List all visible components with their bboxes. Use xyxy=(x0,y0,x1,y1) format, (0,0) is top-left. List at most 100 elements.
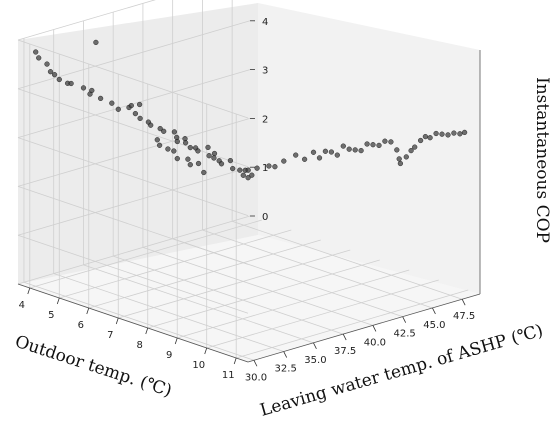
y-tick-label: 30.0 xyxy=(245,372,267,383)
data-point xyxy=(148,122,154,128)
data-point xyxy=(157,142,163,148)
data-point xyxy=(422,134,429,140)
data-point xyxy=(302,156,308,162)
data-point xyxy=(394,147,400,153)
x-tick-mark xyxy=(204,347,208,355)
data-point xyxy=(316,155,323,161)
data-point xyxy=(128,102,134,109)
back-pane xyxy=(258,3,480,294)
data-point xyxy=(171,129,178,135)
x-tick-label: 11 xyxy=(222,370,235,381)
data-point xyxy=(322,148,329,154)
data-point xyxy=(352,147,358,153)
data-point xyxy=(183,140,189,146)
floor-gridline-x xyxy=(29,219,262,289)
data-point xyxy=(137,115,143,122)
data-point xyxy=(376,142,382,149)
floor-gridline-y xyxy=(83,264,314,344)
back-gridline-z xyxy=(17,69,251,138)
z-tick-label: 4 xyxy=(262,17,268,28)
data-point xyxy=(457,131,463,137)
data-point xyxy=(358,148,364,154)
x-tick-label: 8 xyxy=(137,340,143,351)
x-axis-label: Outdoor temp. (℃) xyxy=(12,332,174,402)
back-gridline-z xyxy=(17,215,251,285)
data-point xyxy=(185,156,191,162)
point-group xyxy=(33,39,468,181)
data-point xyxy=(68,80,74,87)
data-point xyxy=(439,131,445,137)
data-point xyxy=(80,85,87,91)
x-tick-mark xyxy=(56,297,60,305)
data-point xyxy=(230,166,236,172)
data-point xyxy=(433,130,439,137)
data-point xyxy=(254,165,260,171)
floor-gridline-x xyxy=(59,229,292,299)
back-gridline-z xyxy=(17,0,156,41)
x-tick-label: 4 xyxy=(19,300,25,311)
y-tick-mark xyxy=(432,307,436,315)
data-point xyxy=(132,110,139,117)
axis-edges xyxy=(17,50,481,363)
floor-gridline-x xyxy=(118,249,351,319)
z-tick-label: 1 xyxy=(262,163,268,174)
z-tick-label: 3 xyxy=(262,66,268,77)
data-point xyxy=(227,158,234,164)
data-point xyxy=(237,167,243,173)
grid-lines xyxy=(17,0,469,363)
data-point xyxy=(418,137,424,144)
floor-gridline-y xyxy=(202,229,433,309)
floor-gridline-x xyxy=(147,259,380,329)
x-tick-mark xyxy=(145,327,149,335)
data-point xyxy=(245,167,251,173)
left-gridline-z xyxy=(17,186,249,265)
pane-group xyxy=(18,3,480,362)
data-point xyxy=(427,135,433,141)
left-pane xyxy=(18,3,258,284)
data-point xyxy=(403,154,409,160)
data-point xyxy=(51,72,58,78)
data-point xyxy=(293,152,299,158)
y-tick-mark xyxy=(461,299,466,306)
data-point xyxy=(36,55,42,61)
data-point xyxy=(334,152,340,158)
floor-gridline-y xyxy=(53,273,284,352)
data-point xyxy=(310,149,317,155)
data-point xyxy=(89,87,95,94)
data-point xyxy=(195,148,201,154)
x-tick-label: 5 xyxy=(48,310,54,321)
data-point xyxy=(240,172,246,178)
floor-gridline-x xyxy=(206,279,439,349)
data-point xyxy=(218,161,225,167)
data-point xyxy=(115,106,121,112)
back-gridline-z xyxy=(17,20,251,90)
data-point xyxy=(462,129,468,136)
back-gridline-z xyxy=(17,118,251,187)
z-tick-label: 0 xyxy=(262,212,268,223)
data-point xyxy=(281,158,287,164)
data-point xyxy=(174,156,180,162)
y-tick-mark xyxy=(253,360,258,367)
y-tick-label: 45.0 xyxy=(423,320,445,331)
data-point xyxy=(33,49,39,55)
x-tick-mark xyxy=(86,307,90,315)
left-gridline-z xyxy=(17,234,249,314)
x-tick-mark xyxy=(115,317,119,325)
y-tick-mark xyxy=(402,316,407,323)
x-tick-label: 10 xyxy=(192,360,205,371)
data-point xyxy=(187,162,193,168)
z-axis-label: Instantaneous COP xyxy=(532,77,550,243)
y-tick-label: 32.5 xyxy=(275,364,297,375)
x-tick-mark xyxy=(27,287,31,295)
x-tick-mark xyxy=(174,337,178,345)
data-point xyxy=(47,69,54,75)
data-point xyxy=(211,155,217,161)
data-point xyxy=(382,138,388,144)
y-tick-mark xyxy=(283,351,288,358)
data-point xyxy=(211,150,218,157)
x-tick-label: 7 xyxy=(107,330,113,341)
data-point xyxy=(157,126,163,132)
